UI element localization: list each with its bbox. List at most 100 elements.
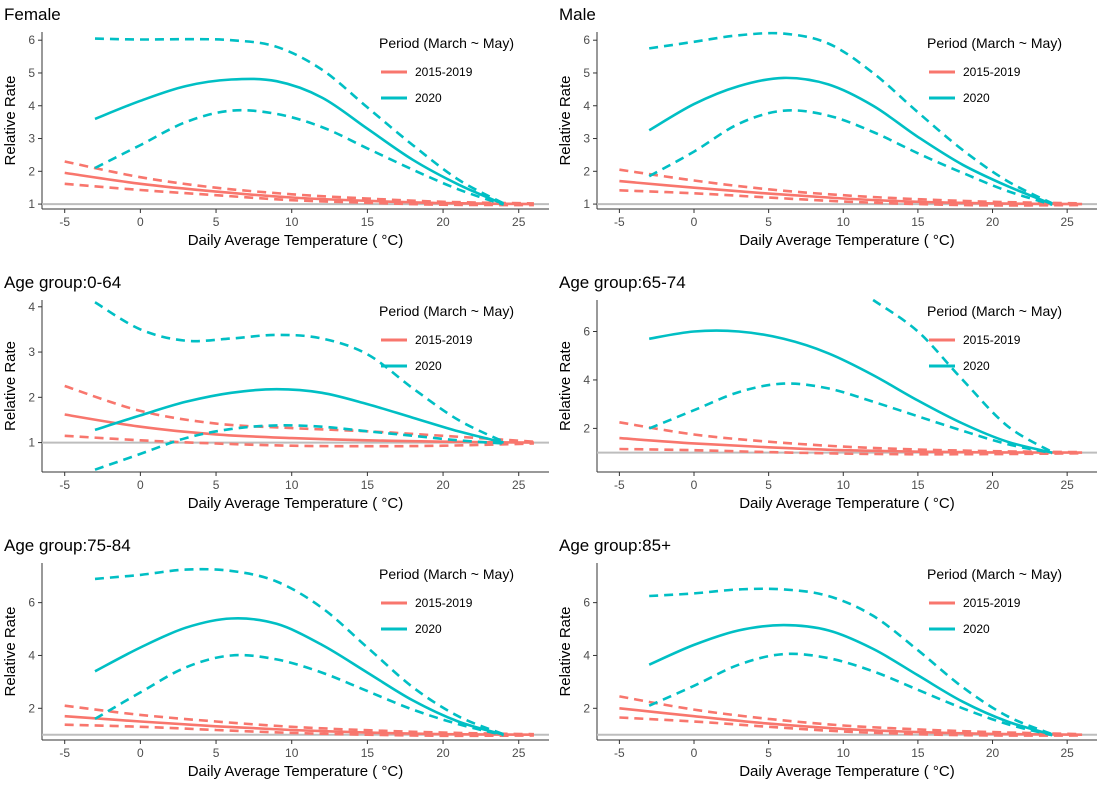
series-2020-lower-line xyxy=(94,424,504,471)
x-tick-label: 25 xyxy=(1060,478,1074,492)
y-tick-label: 2 xyxy=(583,701,590,715)
panel-5: Age group:75-84 2 4 6 -5 0 5 10 15 20 25 Daily Aver… xyxy=(2,536,549,780)
legend-title: Period (March ~ May) xyxy=(927,35,1062,51)
x-tick-label: 0 xyxy=(691,215,698,229)
x-tick-label: -5 xyxy=(59,746,70,760)
x-tick-label: 0 xyxy=(137,215,144,229)
y-tick-label: 3 xyxy=(583,132,590,146)
legend-title: Period (March ~ May) xyxy=(379,566,514,582)
panel-title: Male xyxy=(559,5,596,24)
legend-entry: 2015-2019 xyxy=(963,596,1021,610)
y-axis-label: Relative Rate xyxy=(557,341,574,431)
y-tick-label: 4 xyxy=(28,99,35,113)
x-tick-label: 15 xyxy=(911,215,925,229)
x-tick-label: 0 xyxy=(691,478,698,492)
series-2020-lower-line xyxy=(648,652,1053,737)
x-tick-label: 5 xyxy=(765,478,772,492)
panel-title: Age group:0-64 xyxy=(4,273,121,292)
y-tick-label: 2 xyxy=(583,421,590,435)
y-tick-label: 2 xyxy=(583,164,590,178)
y-tick-label: 3 xyxy=(28,345,35,359)
series-2020-upper-line xyxy=(94,301,505,443)
series-2015-2019-fit-line xyxy=(64,171,534,206)
legend-entry: 2015-2019 xyxy=(415,333,473,347)
series-2020-fit-line xyxy=(648,329,1053,454)
panel-1: Female 1 2 3 4 5 6 -5 0 5 10 15 20 25 Daily Average Te… xyxy=(2,5,549,249)
x-tick-label: 25 xyxy=(512,478,526,492)
series-2015-2019-upper-line xyxy=(64,704,534,736)
series-2015-2019-upper-line xyxy=(619,695,1083,736)
legend-title: Period (March ~ May) xyxy=(379,35,514,51)
y-tick-label: 4 xyxy=(583,99,590,113)
x-tick-label: -5 xyxy=(59,215,70,229)
y-tick-label: 5 xyxy=(28,66,35,80)
series-2020-fit-line xyxy=(94,617,504,736)
x-tick-label: 20 xyxy=(986,746,1000,760)
y-tick-label: 5 xyxy=(583,66,590,80)
series-2020-fit-line xyxy=(648,623,1053,736)
x-tick-label: -5 xyxy=(614,478,625,492)
legend-title: Period (March ~ May) xyxy=(927,303,1062,319)
legend-title: Period (March ~ May) xyxy=(379,303,514,319)
legend-entry: 2020 xyxy=(415,622,442,636)
x-tick-label: 0 xyxy=(137,746,144,760)
legend-title: Period (March ~ May) xyxy=(927,566,1062,582)
y-axis-label: Relative Rate xyxy=(2,341,19,431)
panel-6: Age group:85+ 2 4 6 -5 0 5 10 15 20 25 Daily Averag… xyxy=(557,536,1097,780)
panel-title: Age group:85+ xyxy=(559,536,671,555)
legend-entry: 2015-2019 xyxy=(963,65,1021,79)
series-2020-lower-line xyxy=(648,109,1053,206)
series-2020-upper-line xyxy=(94,37,505,205)
series-2015-2019-fit-line xyxy=(619,436,1083,454)
x-tick-label: 20 xyxy=(986,215,1000,229)
plot-area xyxy=(619,587,1083,737)
series-2015-2019-lower-line xyxy=(64,182,534,207)
x-axis-label: Daily Average Temperature ( °C) xyxy=(188,495,404,512)
series-2015-2019-upper-line xyxy=(64,384,534,443)
y-axis-label: Relative Rate xyxy=(557,606,574,696)
plot-area xyxy=(64,37,534,207)
x-tick-label: 10 xyxy=(285,746,299,760)
y-tick-label: 6 xyxy=(28,33,35,47)
x-tick-label: 10 xyxy=(285,215,299,229)
x-tick-label: 20 xyxy=(436,746,450,760)
x-tick-label: 10 xyxy=(837,746,851,760)
y-tick-label: 6 xyxy=(583,596,590,610)
x-tick-label: 10 xyxy=(837,478,851,492)
x-tick-label: 15 xyxy=(911,746,925,760)
x-tick-label: 20 xyxy=(436,215,450,229)
series-2015-2019-fit-line xyxy=(64,413,534,444)
x-tick-label: 10 xyxy=(837,215,851,229)
x-tick-label: 10 xyxy=(285,478,299,492)
x-tick-label: -5 xyxy=(614,746,625,760)
y-tick-label: 4 xyxy=(583,373,590,387)
x-tick-label: -5 xyxy=(59,478,70,492)
y-tick-label: 1 xyxy=(28,436,35,450)
x-tick-label: 5 xyxy=(765,215,772,229)
x-axis-label: Daily Average Temperature ( °C) xyxy=(188,232,404,249)
x-tick-label: 20 xyxy=(436,478,450,492)
x-tick-label: 5 xyxy=(765,746,772,760)
legend-entry: 2020 xyxy=(415,91,442,105)
series-2020-lower-line xyxy=(648,382,1053,455)
plot-area xyxy=(64,301,534,471)
panel-title: Age group:75-84 xyxy=(4,536,131,555)
legend-entry: 2020 xyxy=(963,622,990,636)
y-tick-label: 4 xyxy=(28,300,35,314)
panel-4: Age group:65-74 2 4 6 -5 0 5 10 15 20 25 Daily Aver… xyxy=(557,273,1097,512)
legend-entry: 2020 xyxy=(963,359,990,373)
series-2015-2019-fit-line xyxy=(619,707,1083,736)
x-tick-label: 20 xyxy=(986,478,1000,492)
series-2015-2019-upper-line xyxy=(619,421,1083,454)
x-tick-label: 5 xyxy=(213,478,220,492)
legend-entry: 2015-2019 xyxy=(415,596,473,610)
series-2020-fit-line xyxy=(94,77,505,206)
legend-entry: 2015-2019 xyxy=(963,333,1021,347)
x-tick-label: 0 xyxy=(691,746,698,760)
series-2020-upper-line xyxy=(649,587,1053,736)
x-tick-label: 15 xyxy=(361,215,375,229)
y-tick-label: 2 xyxy=(28,390,35,404)
legend-entry: 2015-2019 xyxy=(415,65,473,79)
x-axis-label: Daily Average Temperature ( °C) xyxy=(739,232,955,249)
